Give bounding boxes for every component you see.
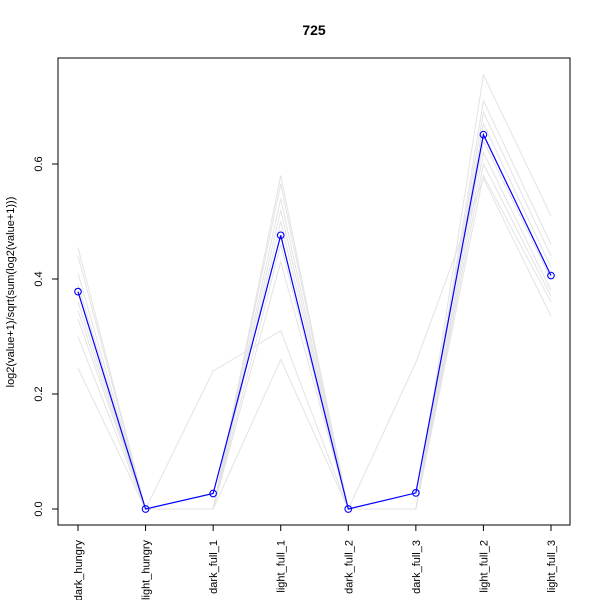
x-axis: dark_hungry light_hungry dark_full_1 light_… (73, 524, 558, 600)
chart-title: 725 (302, 22, 326, 38)
y-tick-label: 0.0 (33, 501, 45, 516)
background-series-line-0 (77, 73, 552, 510)
background-series-group (77, 73, 552, 511)
background-series-line-5 (77, 150, 552, 510)
data-point-light_full_1 (276, 231, 285, 240)
x-tick-label-dark_full_2: dark_full_2 (343, 540, 355, 594)
x-tick-label-light_hungry: light_hungry (141, 540, 153, 600)
plot-frame (57, 57, 571, 526)
x-tick-label-dark_hungry: dark_hungry (73, 540, 85, 600)
background-series-line-6 (77, 162, 552, 510)
x-tick-label-dark_full_1: dark_full_1 (208, 540, 220, 594)
y-tick-label: 0.6 (33, 156, 45, 171)
x-tick-label-dark_full_3: dark_full_3 (411, 540, 423, 594)
x-tick-label-light_full_3: light_full_3 (546, 540, 558, 593)
data-point-dark_full_2 (344, 505, 353, 513)
data-point-dark_full_3 (412, 489, 420, 497)
y-axis: 0.0 0.2 0.4 0.6 (33, 156, 59, 517)
x-tick-label-light_full_1: light_full_1 (276, 540, 288, 593)
x-tick-label-light_full_2: light_full_2 (478, 540, 490, 593)
data-point-light_full_2 (479, 130, 488, 139)
highlight-series-group (74, 130, 555, 513)
y-tick-label: 0.2 (33, 386, 45, 401)
data-point-light_full_3 (547, 271, 555, 280)
background-series-line-7 (77, 174, 552, 511)
data-point-light_hungry (141, 505, 150, 513)
data-point-dark_full_1 (209, 489, 217, 498)
data-point-dark_hungry (74, 287, 82, 296)
background-series-line-8 (77, 177, 552, 511)
y-tick-label: 0.4 (33, 271, 45, 286)
background-series-line-4 (77, 139, 552, 510)
highlight-series-line (77, 132, 552, 510)
y-axis-title: log2(value+1)/sqrt(sum(log2(value+1))) (5, 197, 17, 388)
